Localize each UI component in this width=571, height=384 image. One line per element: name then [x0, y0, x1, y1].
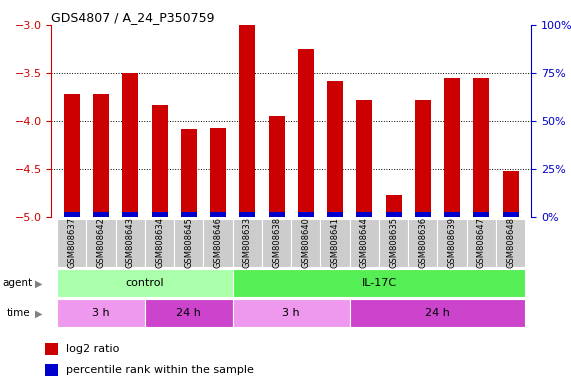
Text: GSM808645: GSM808645	[184, 217, 194, 268]
Text: GSM808643: GSM808643	[126, 217, 135, 268]
Bar	[45, 364, 58, 376]
Bar	[496, 219, 525, 267]
Bar	[349, 299, 525, 326]
Bar	[122, 73, 138, 217]
Bar	[502, 212, 518, 217]
Text: log2 ratio: log2 ratio	[66, 344, 119, 354]
Bar	[93, 212, 109, 217]
Text: GSM808637: GSM808637	[67, 217, 77, 268]
Bar	[268, 116, 284, 217]
Bar	[415, 212, 431, 217]
Bar	[151, 212, 168, 217]
Bar	[444, 78, 460, 217]
Text: GSM808633: GSM808633	[243, 217, 252, 268]
Bar	[356, 100, 372, 217]
Text: ▶: ▶	[35, 278, 43, 288]
Bar	[210, 128, 226, 217]
Bar	[444, 212, 460, 217]
Bar	[210, 212, 226, 217]
Bar	[233, 270, 525, 297]
Bar	[239, 23, 255, 217]
Bar	[145, 219, 174, 267]
Bar	[291, 219, 320, 267]
Text: GSM808635: GSM808635	[389, 217, 398, 268]
Bar	[116, 219, 145, 267]
Text: control: control	[126, 278, 164, 288]
Bar	[93, 94, 109, 217]
Text: GSM808634: GSM808634	[155, 217, 164, 268]
Bar	[415, 100, 431, 217]
Bar	[181, 129, 197, 217]
Bar	[320, 219, 349, 267]
Bar	[473, 78, 489, 217]
Bar	[122, 212, 138, 217]
Text: GSM808639: GSM808639	[448, 217, 457, 268]
Bar	[408, 219, 437, 267]
Bar	[57, 270, 233, 297]
Bar	[349, 219, 379, 267]
Bar	[298, 49, 314, 217]
Text: GSM808647: GSM808647	[477, 217, 486, 268]
Text: ▶: ▶	[35, 308, 43, 318]
Bar	[86, 219, 116, 267]
Bar	[239, 212, 255, 217]
Bar	[151, 105, 168, 217]
Bar	[64, 212, 80, 217]
Text: agent: agent	[3, 278, 33, 288]
Bar	[64, 94, 80, 217]
Bar	[298, 212, 314, 217]
Text: GSM808636: GSM808636	[419, 217, 427, 268]
Bar	[385, 212, 401, 217]
Bar	[327, 81, 343, 217]
Text: GDS4807 / A_24_P350759: GDS4807 / A_24_P350759	[51, 11, 215, 24]
Text: IL-17C: IL-17C	[361, 278, 396, 288]
Bar	[467, 219, 496, 267]
Text: 3 h: 3 h	[93, 308, 110, 318]
Text: 24 h: 24 h	[176, 308, 202, 318]
Bar	[437, 219, 467, 267]
Text: GSM808648: GSM808648	[506, 217, 515, 268]
Bar	[385, 195, 401, 217]
Bar	[57, 299, 145, 326]
Bar	[262, 219, 291, 267]
Bar	[356, 212, 372, 217]
Text: 3 h: 3 h	[283, 308, 300, 318]
Text: GSM808642: GSM808642	[96, 217, 106, 268]
Text: time: time	[7, 308, 30, 318]
Text: GSM808646: GSM808646	[214, 217, 223, 268]
Bar	[174, 219, 203, 267]
Bar	[45, 343, 58, 355]
Bar	[203, 219, 233, 267]
Bar	[379, 219, 408, 267]
Bar	[327, 212, 343, 217]
Bar	[502, 171, 518, 217]
Text: GSM808644: GSM808644	[360, 217, 369, 268]
Bar	[473, 212, 489, 217]
Text: GSM808638: GSM808638	[272, 217, 281, 268]
Bar	[233, 219, 262, 267]
Text: percentile rank within the sample: percentile rank within the sample	[66, 365, 254, 375]
Text: GSM808640: GSM808640	[301, 217, 310, 268]
Bar	[268, 212, 284, 217]
Bar	[57, 219, 86, 267]
Text: GSM808641: GSM808641	[331, 217, 340, 268]
Bar	[181, 212, 197, 217]
Bar	[145, 299, 233, 326]
Bar	[233, 299, 349, 326]
Text: 24 h: 24 h	[425, 308, 450, 318]
